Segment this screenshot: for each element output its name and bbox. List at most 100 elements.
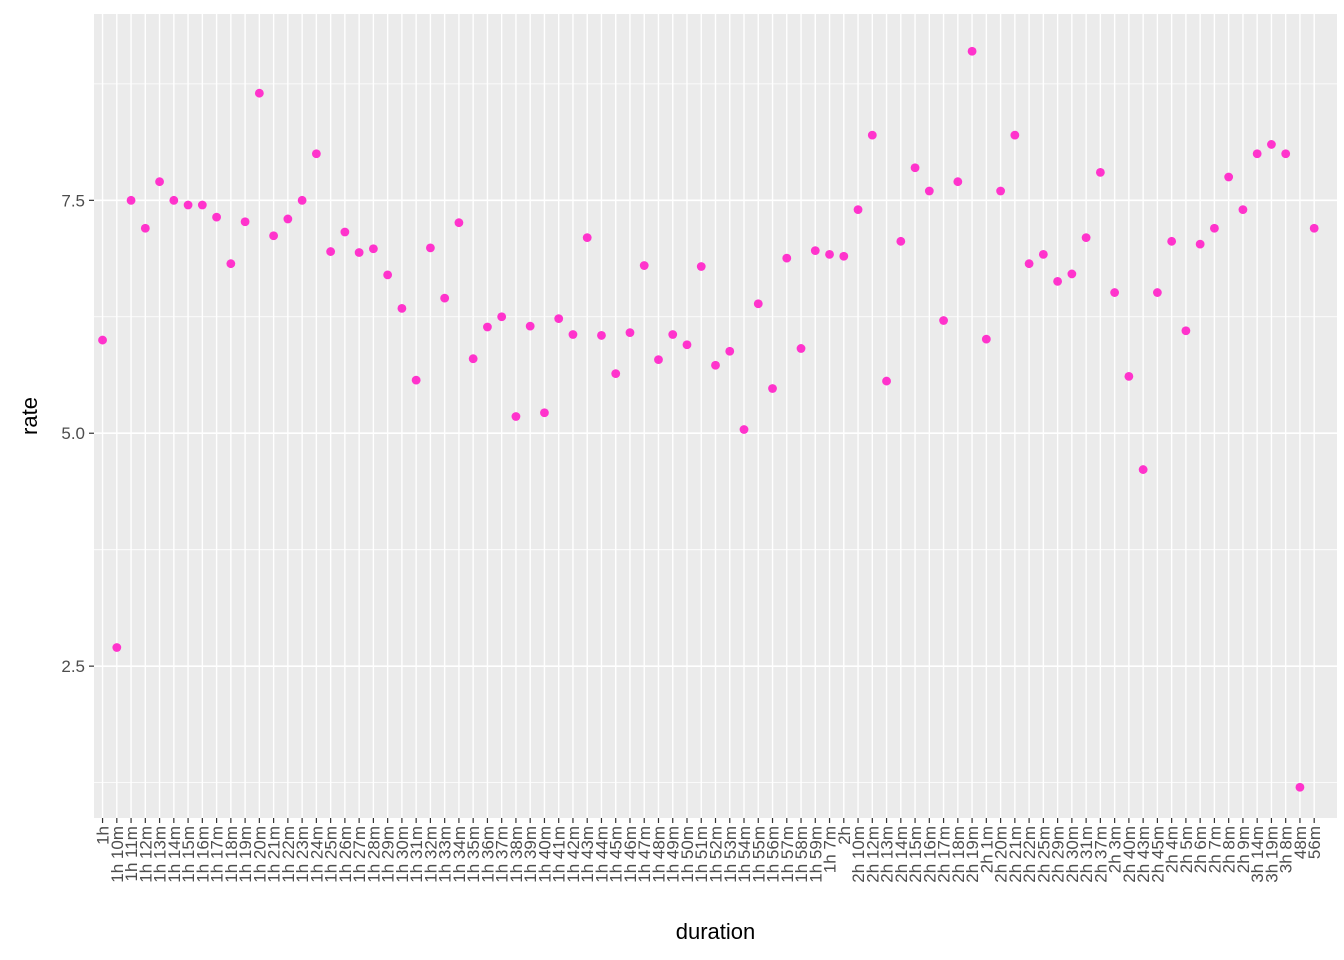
data-point bbox=[440, 293, 450, 303]
x-tick-label: 2h 10m bbox=[849, 826, 868, 883]
data-point bbox=[254, 88, 264, 98]
x-tick-label: 2h 37m bbox=[1091, 826, 1110, 883]
x-tick-label: 1h 23m bbox=[293, 826, 312, 883]
data-point bbox=[939, 316, 948, 325]
data-point bbox=[1195, 239, 1205, 249]
data-point bbox=[839, 251, 849, 261]
x-tick-label: 3h 19m bbox=[1262, 826, 1281, 883]
x-tick-label: 1h 13m bbox=[151, 826, 170, 883]
x-tick-label: 48m bbox=[1291, 826, 1310, 859]
data-point bbox=[112, 643, 122, 652]
data-point bbox=[625, 328, 635, 338]
x-tick-label: 1h 43m bbox=[578, 826, 597, 883]
data-point bbox=[411, 375, 421, 385]
x-tick-label: 1h 39m bbox=[521, 826, 540, 883]
data-point bbox=[1095, 167, 1105, 177]
x-tick-label: 1h 46m bbox=[621, 826, 640, 883]
x-tick-label: 1h 16m bbox=[193, 826, 212, 883]
data-point bbox=[283, 214, 293, 224]
x-tick-label: 1h 44m bbox=[592, 826, 611, 883]
y-tick-label: 7.5 bbox=[61, 191, 85, 210]
data-point bbox=[782, 253, 792, 263]
data-point bbox=[996, 186, 1005, 196]
data-point bbox=[1138, 465, 1148, 474]
data-point bbox=[796, 344, 806, 353]
x-axis-title: duration bbox=[676, 919, 756, 944]
data-point bbox=[197, 200, 207, 210]
x-tick-label: 1h 58m bbox=[792, 826, 811, 883]
x-tick-label: 1h 47m bbox=[635, 826, 654, 883]
x-tick-label: 56m bbox=[1305, 826, 1324, 859]
x-tick-label: 1h 7m bbox=[821, 826, 840, 873]
x-tick-label: 2h 12m bbox=[863, 826, 882, 883]
x-tick-label: 2h 29m bbox=[1049, 826, 1068, 883]
data-point bbox=[1053, 276, 1063, 286]
x-tick-label: 1h 55m bbox=[749, 826, 768, 883]
data-point bbox=[896, 236, 906, 246]
x-tick-label: 2h 6m bbox=[1191, 826, 1210, 873]
data-point bbox=[397, 303, 407, 313]
x-tick-label: 2h 18m bbox=[949, 826, 968, 883]
x-tick-label: 1h 19m bbox=[236, 826, 255, 883]
x-tick-label: 2h 14m bbox=[892, 826, 911, 883]
x-tick-label: 2h 9m bbox=[1234, 826, 1253, 873]
x-tick-label: 1h 40m bbox=[535, 826, 554, 883]
x-tick-label: 1h 34m bbox=[450, 826, 469, 883]
data-point bbox=[311, 149, 321, 159]
x-tick-label: 1h 26m bbox=[336, 826, 355, 883]
data-point bbox=[554, 314, 564, 324]
data-point bbox=[981, 334, 991, 344]
x-tick-label: 1h 27m bbox=[350, 826, 369, 883]
y-tick-label: 2.5 bbox=[61, 657, 85, 676]
data-point bbox=[183, 200, 193, 210]
x-tick-label: 1h 11m bbox=[122, 826, 141, 881]
data-point bbox=[825, 249, 834, 259]
data-point bbox=[768, 384, 777, 393]
x-tick-label: 1h 28m bbox=[364, 826, 383, 883]
data-point bbox=[668, 330, 678, 339]
data-point bbox=[1309, 223, 1319, 233]
x-tick-label: 1h 36m bbox=[478, 826, 497, 883]
x-tick-label: 2h 1m bbox=[977, 826, 996, 873]
data-point bbox=[696, 262, 706, 271]
x-tick-label: 1h 32m bbox=[421, 826, 440, 883]
x-tick-label: 1h 59m bbox=[806, 826, 825, 883]
data-point bbox=[725, 346, 735, 356]
x-tick-label: 1h 17m bbox=[208, 826, 227, 883]
data-point bbox=[1067, 269, 1077, 279]
data-point bbox=[426, 243, 435, 253]
data-point bbox=[867, 130, 877, 140]
x-tick-label: 2h 30m bbox=[1063, 826, 1082, 883]
data-point bbox=[354, 248, 364, 257]
data-point bbox=[753, 299, 763, 309]
data-point bbox=[882, 376, 891, 386]
x-tick-label: 2h 40m bbox=[1120, 826, 1139, 883]
major-gridlines bbox=[94, 14, 1337, 818]
data-point bbox=[140, 223, 150, 233]
x-tick-label: 1h 51m bbox=[692, 826, 711, 883]
data-point bbox=[155, 177, 164, 187]
data-point bbox=[1224, 172, 1234, 182]
data-point bbox=[497, 312, 507, 322]
data-point bbox=[1024, 259, 1034, 269]
data-point bbox=[126, 195, 136, 205]
data-point bbox=[240, 217, 250, 227]
data-point bbox=[1167, 236, 1177, 246]
x-tick-label: 2h 45m bbox=[1148, 826, 1167, 883]
data-point bbox=[1238, 205, 1248, 215]
x-tick-label: 1h 22m bbox=[279, 826, 298, 883]
data-point bbox=[967, 46, 977, 56]
data-point bbox=[568, 330, 578, 339]
data-point bbox=[597, 331, 606, 340]
x-tick-label: 2h 19m bbox=[963, 826, 982, 883]
data-point bbox=[468, 354, 478, 364]
x-tick-label: 2h 3m bbox=[1106, 826, 1125, 873]
x-tick-label: 1h 31m bbox=[407, 826, 426, 883]
x-tick-label: 1h 20m bbox=[250, 826, 269, 883]
x-tick-label: 2h 21m bbox=[1006, 826, 1025, 883]
x-tick-label: 1h 50m bbox=[678, 826, 697, 883]
x-tick-label: 1h 45m bbox=[607, 826, 626, 883]
data-point bbox=[511, 412, 521, 421]
data-point bbox=[1110, 288, 1120, 297]
